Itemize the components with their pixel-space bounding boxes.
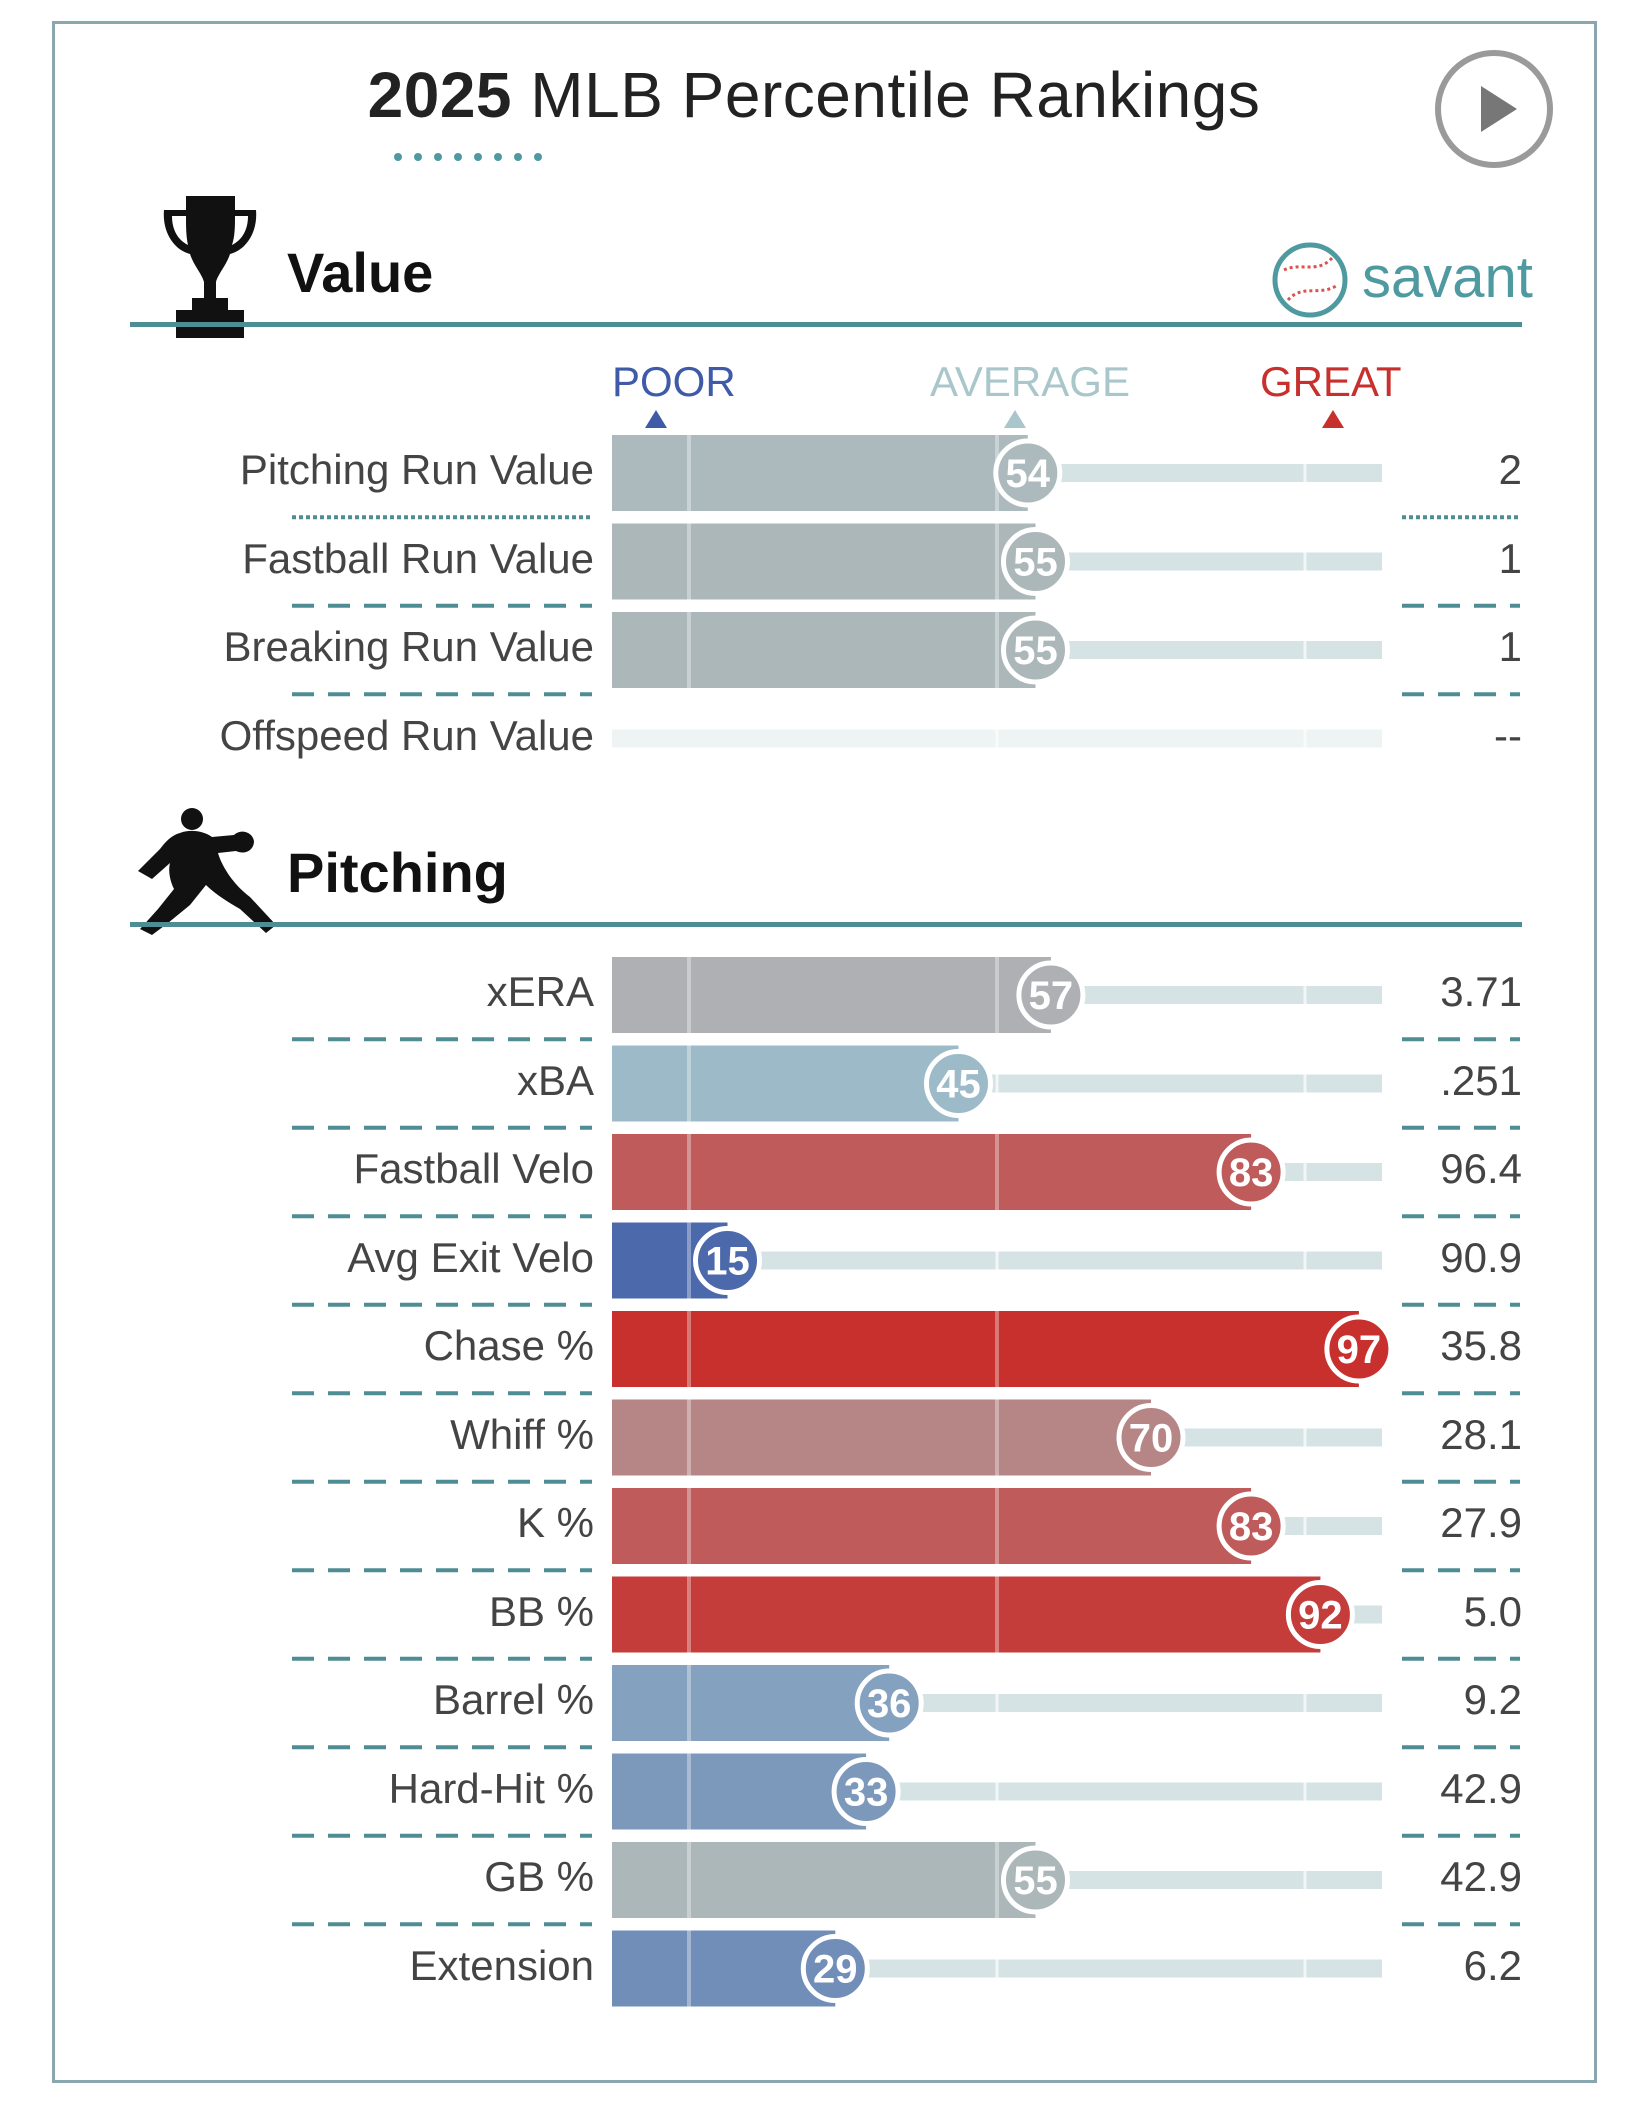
metric-value: 6.2 bbox=[1463, 1941, 1522, 1989]
play-icon bbox=[1481, 86, 1517, 132]
metric-value: 28.1 bbox=[1440, 1410, 1522, 1458]
metric-value: 42.9 bbox=[1440, 1764, 1522, 1812]
metric-label[interactable]: Fastball Velo bbox=[353, 1145, 594, 1192]
metric-label[interactable]: Avg Exit Velo bbox=[347, 1233, 594, 1281]
metric-label[interactable]: Chase % bbox=[423, 1322, 594, 1369]
metric-value: 2 bbox=[1498, 446, 1522, 493]
metric-label[interactable]: Barrel % bbox=[432, 1676, 594, 1723]
metric-label[interactable]: Breaking Run Value bbox=[223, 623, 594, 670]
metric-value: 1 bbox=[1498, 534, 1522, 582]
title-text: MLB Percentile Rankings bbox=[512, 59, 1261, 131]
metric-label[interactable]: Fastball Run Value bbox=[242, 534, 594, 582]
metric-label[interactable]: xBA bbox=[516, 1056, 594, 1104]
metric-label[interactable]: xERA bbox=[486, 968, 594, 1015]
metric-label[interactable]: Hard-Hit % bbox=[388, 1764, 594, 1812]
trophy-icon bbox=[163, 196, 257, 338]
card-frame bbox=[52, 21, 1597, 2083]
metric-value: 1 bbox=[1498, 623, 1522, 670]
scale-label-average: AVERAGE bbox=[930, 358, 1130, 405]
metric-label[interactable]: Whiff % bbox=[450, 1410, 594, 1458]
metric-value: 90.9 bbox=[1440, 1233, 1522, 1281]
metric-label[interactable]: GB % bbox=[484, 1853, 594, 1900]
scale-label-poor: POOR bbox=[612, 358, 736, 405]
metric-label[interactable]: K % bbox=[516, 1499, 594, 1546]
metric-value: 96.4 bbox=[1440, 1145, 1522, 1192]
section-rule-pitching bbox=[130, 922, 1522, 927]
metric-label[interactable]: Offspeed Run Value bbox=[219, 711, 594, 759]
metric-value: 5.0 bbox=[1463, 1587, 1522, 1635]
year-selector-dots[interactable] bbox=[393, 152, 543, 162]
metric-label[interactable]: Extension bbox=[409, 1941, 594, 1989]
metric-label[interactable]: BB % bbox=[488, 1587, 594, 1635]
metric-value: .251 bbox=[1440, 1056, 1522, 1104]
scale-label-great: GREAT bbox=[1260, 358, 1402, 405]
baseball-icon bbox=[1272, 242, 1348, 318]
pitcher-icon bbox=[138, 808, 276, 935]
section-title-pitching: Pitching bbox=[287, 841, 508, 904]
metric-value: 9.2 bbox=[1463, 1676, 1522, 1723]
savant-logo-text: savant bbox=[1362, 245, 1533, 310]
section-title-value: Value bbox=[287, 241, 434, 304]
metric-value: 27.9 bbox=[1440, 1499, 1522, 1546]
page-title: 2025 MLB Percentile Rankings bbox=[368, 58, 1261, 132]
play-button[interactable] bbox=[1435, 50, 1553, 168]
metric-value: 35.8 bbox=[1440, 1322, 1522, 1369]
metric-value: 3.71 bbox=[1440, 968, 1522, 1015]
title-year: 2025 bbox=[367, 59, 513, 131]
page-title-wrap: 2025 MLB Percentile Rankings bbox=[0, 58, 1644, 132]
section-rule-value bbox=[130, 322, 1522, 327]
metric-label[interactable]: Pitching Run Value bbox=[239, 446, 594, 493]
metric-value: -- bbox=[1494, 711, 1522, 759]
metric-value: 42.9 bbox=[1440, 1853, 1522, 1900]
